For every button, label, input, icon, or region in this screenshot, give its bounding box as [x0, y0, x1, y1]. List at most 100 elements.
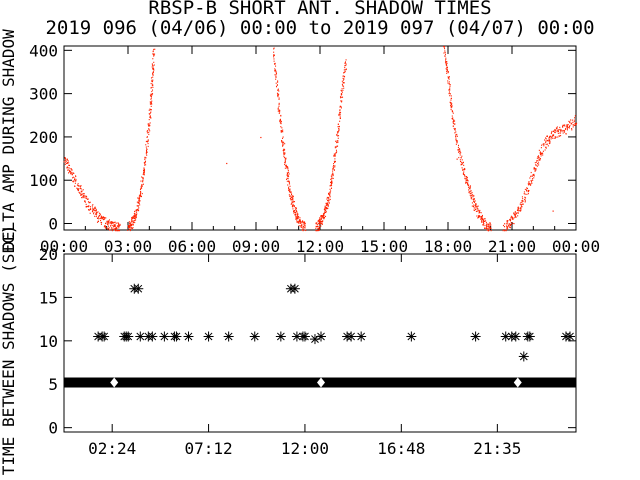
panel1-data-point: [480, 220, 482, 222]
panel1-data-point: [341, 101, 343, 103]
panel2-star-stroke: [160, 332, 169, 341]
panel1-data-point: [152, 53, 154, 55]
panel1-data-point: [466, 177, 468, 179]
panel1-data-point: [514, 211, 516, 213]
panel1-data-point: [510, 217, 512, 219]
panel1-data-point: [340, 107, 342, 109]
panel1-data-point: [470, 185, 472, 187]
panel1-data-point: [84, 197, 86, 199]
panel1-data-point: [145, 152, 147, 154]
panel1-data-point: [80, 193, 82, 195]
panel1-data-point: [70, 172, 72, 174]
panel1-data-point: [522, 203, 524, 205]
panel1-data-point: [516, 212, 518, 214]
panel1-data-point: [572, 121, 574, 123]
panel1-data-point: [146, 130, 148, 132]
panel1-data-point: [287, 178, 289, 180]
panel1-data-point: [153, 48, 155, 51]
panel1-data-point: [532, 174, 534, 176]
panel1-data-point: [340, 93, 342, 95]
panel1-data-point: [130, 222, 132, 224]
panel1-data-point: [542, 150, 544, 152]
panel1-data-point: [115, 227, 117, 229]
panel1-data-point: [81, 196, 83, 199]
panel1-data-point: [559, 128, 561, 131]
panel1-data-point: [538, 162, 540, 164]
panel1-data-point: [295, 216, 297, 219]
panel1-data-point: [100, 219, 102, 222]
panel1-data-point: [489, 226, 491, 228]
panel1-data-point: [342, 77, 344, 79]
panel1-data-point: [277, 110, 279, 112]
panel1-data-point: [545, 143, 547, 146]
panel1-data-point: [325, 210, 327, 213]
panel1-data-point: [447, 77, 449, 79]
panel1-data-point: [537, 162, 539, 165]
panel1-data-point: [518, 210, 520, 212]
panel1-data-point: [77, 183, 79, 185]
panel1-data-point: [468, 187, 470, 189]
panel1-data-point: [150, 102, 152, 105]
panel1-data-point: [543, 145, 545, 147]
panel1-data-point: [297, 213, 299, 215]
panel1-data-point: [489, 224, 491, 226]
panel1-ytick-label: 200: [29, 128, 58, 147]
panel1-data-point: [103, 216, 105, 219]
panel1-data-point: [304, 221, 306, 223]
panel1-trace-segment: [315, 59, 347, 232]
panel1-data-point: [557, 129, 559, 131]
panel1-data-point: [468, 186, 470, 188]
panel1-data-point: [547, 139, 549, 142]
panel1-data-point: [452, 125, 454, 127]
panel1-data-point: [114, 225, 116, 227]
panel1-data-point: [476, 208, 478, 210]
panel1-data-point: [116, 225, 118, 227]
panel1-data-point: [473, 201, 475, 203]
panel1-data-point: [542, 143, 544, 145]
panel1-data-point: [534, 162, 536, 164]
panel1-data-point: [458, 156, 460, 159]
panel1-data-point: [466, 179, 468, 181]
panel1-data-point: [300, 226, 302, 228]
panel1-data-point: [514, 214, 516, 216]
panel1-data-point: [460, 156, 462, 159]
panel1-data-point: [446, 62, 448, 65]
panel1-data-point: [463, 173, 465, 175]
panel1-data-point: [150, 117, 152, 119]
panel1-data-point: [146, 136, 148, 138]
panel1-data-point: [317, 225, 319, 228]
panel1-data-point: [445, 60, 447, 62]
panel2-star-marker: [249, 331, 260, 342]
panel1-data-point: [303, 221, 305, 223]
panel1-data-point: [549, 139, 551, 142]
panel1-data-point: [78, 191, 80, 193]
panel1-data-point: [564, 128, 566, 130]
panel1-data-point: [488, 229, 490, 231]
panel1-data-point: [509, 227, 511, 229]
panel1-data-point: [115, 225, 117, 227]
chart-title-line2: 2019 096 (04/06) 00:00 to 2019 097 (04/0…: [45, 17, 594, 39]
panel1-data-point: [299, 220, 301, 223]
panel1-data-point: [557, 132, 559, 135]
panel1-data-point: [118, 227, 120, 229]
panel1-data-point: [342, 85, 344, 87]
panel1-data-point: [286, 174, 288, 177]
panel1-data-point: [69, 171, 71, 173]
panel1-data-point: [274, 63, 276, 65]
panel1-data-point: [149, 94, 151, 96]
panel1-data-point: [520, 204, 522, 206]
panel1-data-point: [149, 116, 151, 118]
panel1-data-point: [298, 215, 300, 218]
panel1-data-point: [152, 84, 154, 86]
panel2-star-marker: [316, 331, 327, 342]
panel1-data-point: [508, 224, 510, 226]
panel1-data-point: [283, 155, 285, 157]
panel1-data-point: [149, 130, 151, 132]
panel1-data-point: [539, 152, 541, 155]
panel1-data-point: [334, 165, 336, 167]
panel1-data-point: [546, 135, 548, 138]
panel1-data-point: [569, 122, 571, 124]
panel1-data-point: [478, 210, 480, 212]
panel1-data-point: [455, 143, 457, 145]
panel1-data-point: [447, 80, 449, 82]
